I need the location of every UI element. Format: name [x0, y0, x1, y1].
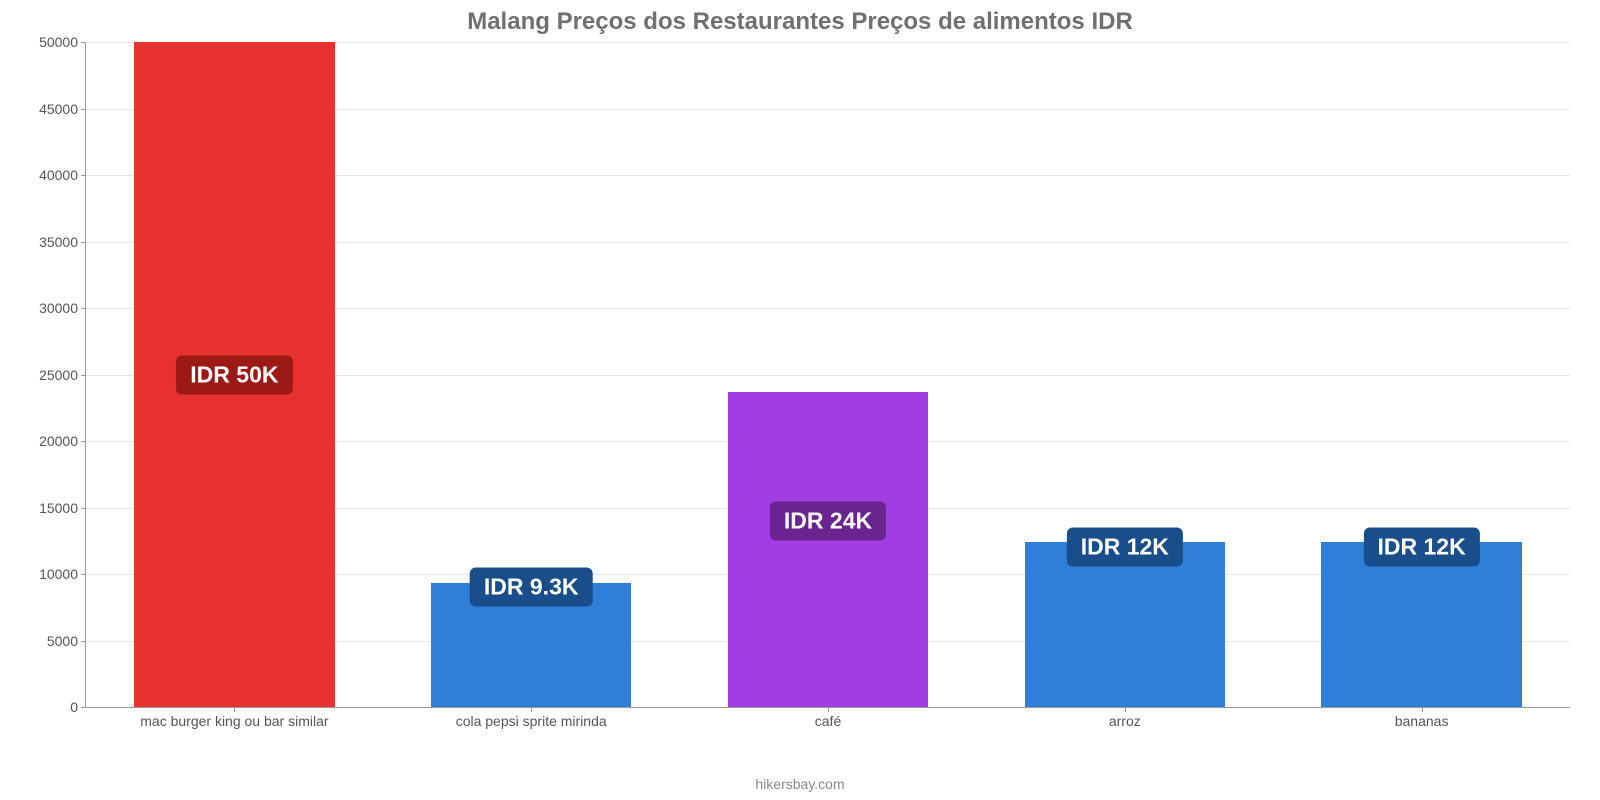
- bar: [728, 392, 928, 707]
- x-axis-label: bananas: [1395, 707, 1449, 729]
- data-label: IDR 24K: [770, 501, 886, 540]
- chart-area: 0500010000150002000025000300003500040000…: [85, 42, 1570, 730]
- y-tick-label: 30000: [39, 300, 86, 316]
- data-label: IDR 50K: [176, 355, 292, 394]
- y-tick-label: 20000: [39, 433, 86, 449]
- y-tick-label: 40000: [39, 167, 86, 183]
- attribution-text: hikersbay.com: [0, 776, 1600, 792]
- y-tick-label: 50000: [39, 34, 86, 50]
- data-label: IDR 9.3K: [470, 568, 593, 607]
- data-label: IDR 12K: [1067, 528, 1183, 567]
- x-axis-label: cola pepsi sprite mirinda: [456, 707, 607, 729]
- y-tick-label: 15000: [39, 500, 86, 516]
- data-label: IDR 12K: [1363, 528, 1479, 567]
- y-tick-label: 5000: [47, 633, 86, 649]
- x-axis-label: mac burger king ou bar similar: [140, 707, 328, 729]
- y-tick-label: 10000: [39, 566, 86, 582]
- chart-title: Malang Preços dos Restaurantes Preços de…: [0, 0, 1600, 42]
- plot-region: 0500010000150002000025000300003500040000…: [85, 42, 1570, 708]
- y-tick-label: 45000: [39, 101, 86, 117]
- x-axis-label: café: [815, 707, 841, 729]
- y-tick-label: 0: [70, 699, 86, 715]
- y-tick-label: 25000: [39, 367, 86, 383]
- x-axis-label: arroz: [1109, 707, 1141, 729]
- y-tick-label: 35000: [39, 234, 86, 250]
